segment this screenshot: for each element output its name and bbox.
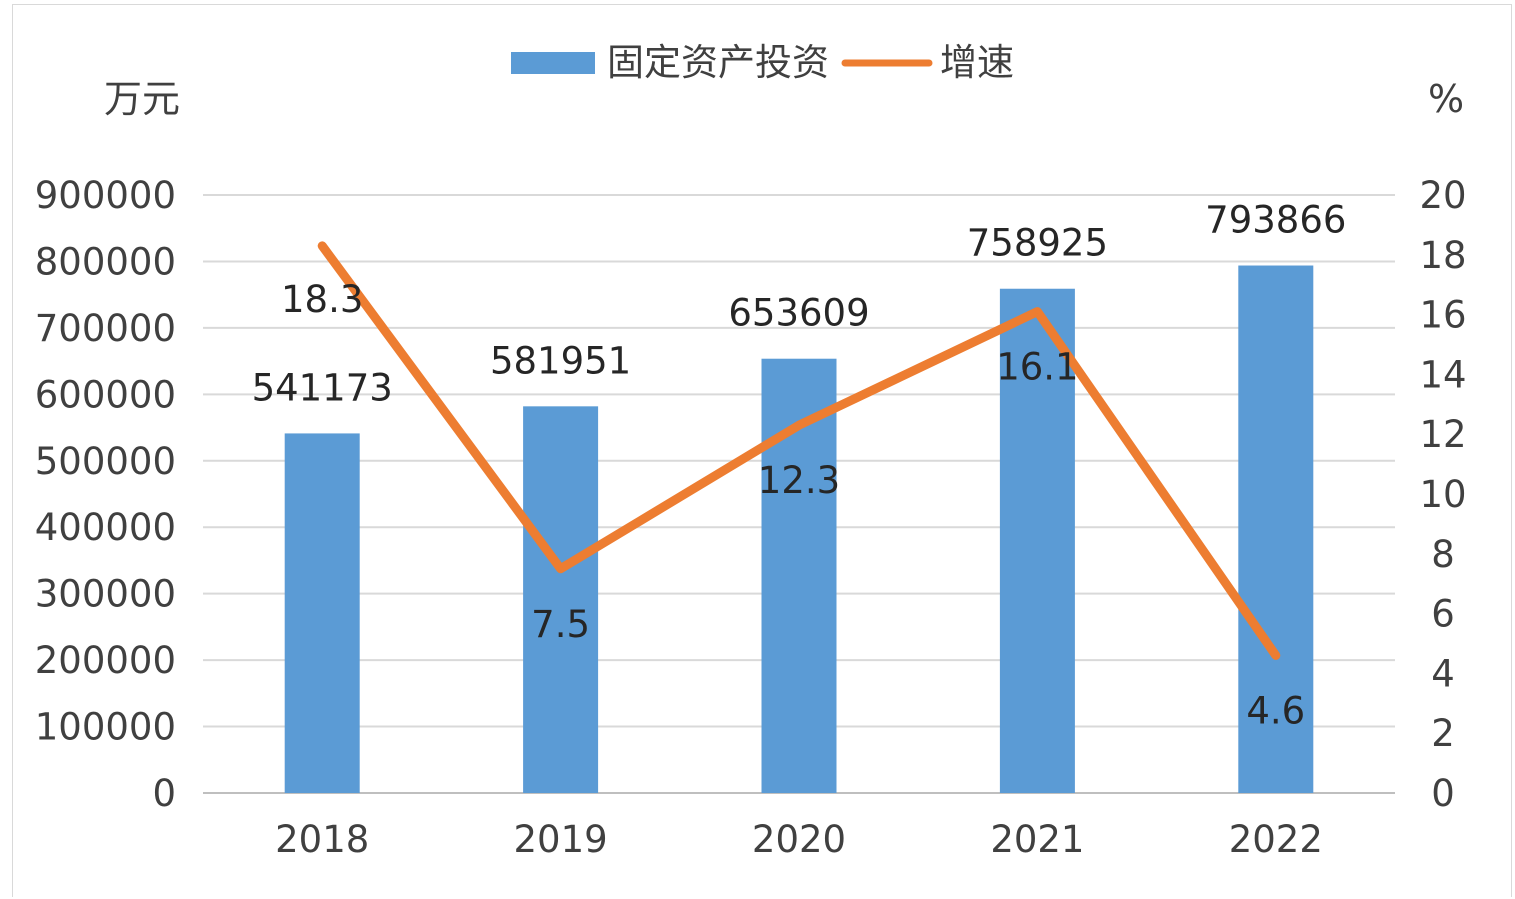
left-tick-label: 200000 [35,639,176,682]
data-labels: 541173 581951 653609 758925 793866 18.3 7.5 12.… [252,199,1347,733]
bar-value-label: 581951 [490,339,631,382]
right-tick-label: 12 [1419,413,1466,456]
x-tick-label: 2020 [752,818,846,861]
bar [523,406,599,793]
left-tick-label: 400000 [35,506,176,549]
growth-value-label: 18.3 [281,278,363,321]
left-tick-label: 600000 [35,373,176,416]
growth-point [320,243,325,248]
left-tick-label: 300000 [35,573,176,616]
bar-value-label: 758925 [967,222,1108,265]
bar-value-label: 541173 [252,366,393,409]
bar [284,433,360,793]
right-tick-label: 0 [1431,772,1455,815]
growth-point [1035,309,1040,314]
right-tick-label: 6 [1431,593,1455,636]
legend-label-growth: 增速 [940,41,1014,84]
left-tick-label: 0 [152,772,176,815]
legend-swatch-investment [511,52,595,74]
right-tick-label: 14 [1419,353,1466,396]
right-axis-unit: % [1428,77,1464,121]
left-tick-label: 500000 [35,440,176,483]
bar-series [284,265,1314,793]
left-tick-label: 900000 [35,174,176,217]
bar [999,288,1075,793]
right-tick-label: 8 [1431,533,1455,576]
bar-value-label: 653609 [728,292,869,335]
legend-label-investment: 固定资产投资 [607,41,829,84]
bar [1238,265,1314,793]
left-tick-label: 700000 [35,307,176,350]
axes: 万元 % 0 100000 200000 300000 400000 500000 6000… [35,77,1467,861]
right-tick-label: 20 [1419,174,1466,217]
x-tick-label: 2021 [990,818,1084,861]
growth-value-label: 16.1 [996,346,1078,389]
growth-point [558,566,563,571]
growth-value-label: 7.5 [531,603,590,646]
x-tick-label: 2019 [514,818,608,861]
growth-point [797,423,801,428]
left-tick-label: 100000 [35,706,176,749]
bar-value-label: 793866 [1205,199,1346,242]
right-tick-label: 2 [1431,712,1455,755]
right-tick-label: 16 [1419,294,1466,337]
growth-value-label: 4.6 [1246,689,1305,732]
x-tick-label: 2022 [1229,818,1323,861]
bar [761,358,837,793]
line-series [317,241,1281,660]
growth-value-label: 12.3 [758,459,840,502]
right-tick-label: 10 [1419,473,1466,516]
growth-point [1273,653,1278,658]
left-tick-label: 800000 [35,240,176,283]
left-axis-unit: 万元 [104,77,180,121]
legend: 固定资产投资 增速 [511,41,1014,84]
right-tick-label: 4 [1431,652,1455,695]
x-tick-label: 2018 [275,818,369,861]
right-tick-label: 18 [1419,234,1466,277]
